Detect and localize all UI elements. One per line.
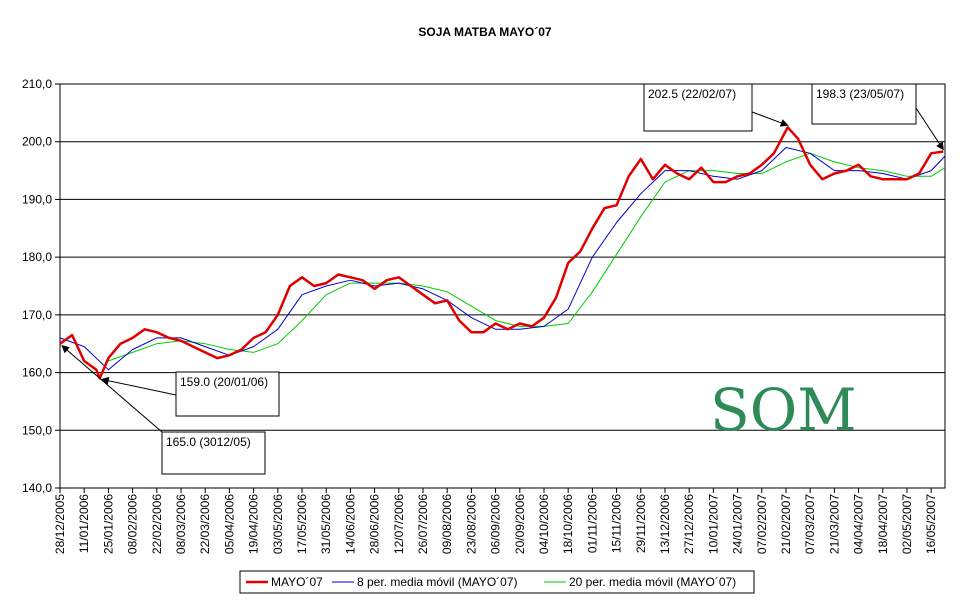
chart-title: SOJA MATBA MAYO´07	[418, 25, 551, 39]
x-tick-label: 18/04/2007	[876, 494, 890, 554]
x-tick-label: 05/04/2006	[222, 494, 236, 554]
x-tick-label: 16/05/2007	[924, 494, 938, 554]
x-tick-label: 10/01/2007	[706, 494, 720, 554]
x-tick-label: 13/12/2006	[658, 494, 672, 554]
y-tick-label: 210,0	[22, 77, 52, 91]
y-tick-label: 160,0	[22, 366, 52, 380]
y-tick-label: 190,0	[22, 192, 52, 206]
x-tick-label: 04/10/2006	[537, 494, 551, 554]
annotation-label: 165.0 (3012/05)	[166, 435, 251, 449]
x-tick-label: 15/11/2006	[610, 494, 624, 553]
plot-area	[59, 83, 946, 489]
annotation-label: 198.3 (23/05/07)	[816, 87, 904, 101]
x-tick-label: 27/12/2006	[682, 494, 696, 554]
x-tick-label: 02/05/2007	[900, 494, 914, 554]
x-tick-label: 24/01/2007	[731, 494, 745, 554]
annotation-arrow	[61, 345, 163, 433]
x-tick-label: 22/03/2006	[198, 494, 212, 554]
x-tick-label: 09/08/2006	[440, 494, 454, 554]
series-line-mayo07	[59, 126, 944, 380]
x-tick-label: 20/09/2006	[513, 494, 527, 554]
x-tick-label: 29/11/2006	[634, 494, 648, 553]
annotation-arrow	[915, 107, 944, 151]
y-axis: 140,0 150,0 160,0 170,0 180,0 190,0 200,0 210,0	[22, 77, 60, 495]
annotation-box	[175, 371, 280, 417]
x-tick-label: 21/03/2007	[827, 494, 841, 554]
x-tick-label: 18/10/2006	[561, 494, 575, 554]
y-tick-label: 200,0	[22, 135, 52, 149]
y-tick-label: 140,0	[22, 481, 52, 495]
x-tick-label: 12/07/2006	[392, 494, 406, 554]
x-tick-label: 17/05/2006	[295, 494, 309, 554]
plot-frame	[59, 83, 946, 489]
annotation-layer: 165.0 (3012/05) 159.0 (20/01/06) 202.5 (22…	[61, 83, 944, 475]
annotation-arrow	[751, 111, 789, 127]
x-tick-label: 06/09/2006	[489, 494, 503, 554]
x-tick-label: 08/03/2006	[174, 494, 188, 554]
annotation-label: 159.0 (20/01/06)	[180, 375, 268, 389]
x-tick-label: 19/04/2006	[247, 494, 261, 554]
x-tick-label: 07/02/2007	[755, 494, 769, 554]
annotation-box	[161, 431, 266, 475]
x-axis: 28/12/2005 11/01/2006 25/01/2006 08/02/2006…	[53, 488, 938, 554]
x-tick-label: 25/01/2006	[101, 494, 115, 554]
annotation-box	[811, 83, 917, 125]
x-tick-label: 21/02/2007	[779, 494, 793, 554]
legend: MAYO´07 8 per. media móvil (MAYO´07) 20 …	[239, 570, 755, 594]
x-tick-label: 08/02/2006	[126, 494, 140, 554]
watermark-logo: SOM	[710, 376, 857, 444]
x-tick-label: 26/07/2006	[416, 494, 430, 554]
y-tick-label: 150,0	[22, 423, 52, 437]
grid-lines	[60, 83, 945, 489]
x-tick-label: 23/08/2006	[464, 494, 478, 554]
x-tick-label: 04/04/2007	[852, 494, 866, 554]
x-tick-label: 22/02/2006	[150, 494, 164, 554]
x-tick-label: 03/05/2006	[271, 494, 285, 554]
legend-label-ma20: 20 per. media móvil (MAYO´07)	[569, 575, 736, 589]
x-tick-label: 11/01/2006	[77, 494, 91, 553]
legend-label-mayo07: MAYO´07	[271, 575, 323, 589]
x-tick-label: 28/06/2006	[368, 494, 382, 554]
x-tick-label: 14/06/2006	[343, 494, 357, 554]
x-tick-label: 01/11/2006	[585, 494, 599, 553]
x-tick-label: 31/05/2006	[319, 494, 333, 554]
x-tick-label: 28/12/2005	[53, 494, 67, 554]
annotation-arrow	[100, 376, 177, 396]
series-layer	[59, 126, 946, 380]
x-tick-label: 07/03/2007	[803, 494, 817, 554]
legend-box	[239, 570, 755, 594]
y-tick-label: 180,0	[22, 250, 52, 264]
annotation-label: 202.5 (22/02/07)	[648, 87, 736, 101]
annotation-box	[643, 83, 753, 132]
y-tick-label: 170,0	[22, 308, 52, 322]
legend-label-ma8: 8 per. media móvil (MAYO´07)	[357, 575, 518, 589]
